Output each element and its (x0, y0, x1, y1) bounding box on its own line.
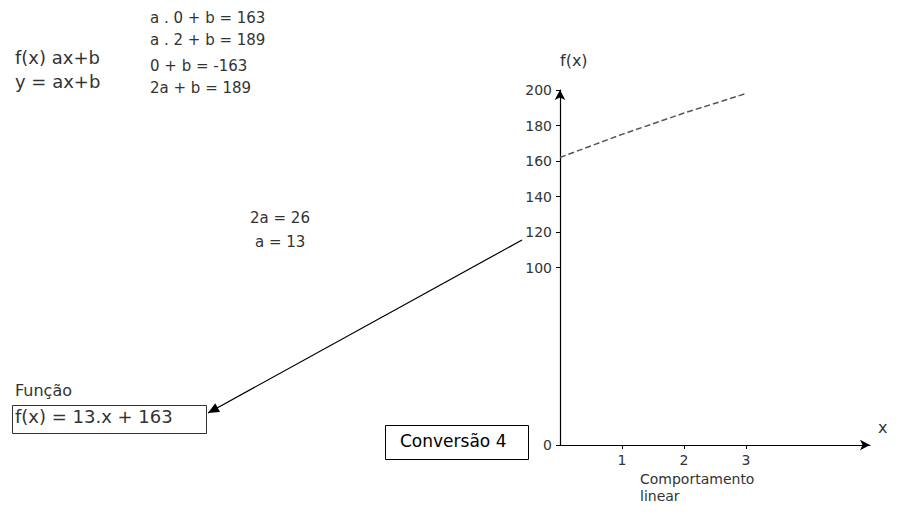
svg-text:0 + b = -163: 0 + b = -163 (150, 57, 247, 75)
svg-text:a = 13: a = 13 (255, 233, 305, 251)
svg-text:y = ax+b: y = ax+b (15, 71, 100, 92)
svg-text:f(x) ax+b: f(x) ax+b (15, 47, 100, 68)
svg-text:140: 140 (525, 189, 552, 205)
svg-text:Conversão 4: Conversão 4 (400, 431, 506, 451)
svg-text:linear: linear (640, 488, 680, 504)
svg-text:160: 160 (525, 153, 552, 169)
svg-text:f(x) = 13.x + 163: f(x) = 13.x + 163 (15, 406, 173, 427)
svg-text:100: 100 (525, 260, 552, 276)
svg-text:200: 200 (525, 82, 552, 98)
svg-text:Função: Função (15, 381, 72, 400)
svg-text:0: 0 (543, 437, 552, 453)
svg-text:f(x): f(x) (560, 51, 588, 70)
svg-text:120: 120 (525, 224, 552, 240)
svg-text:x: x (878, 418, 887, 437)
svg-text:1: 1 (618, 452, 627, 468)
svg-text:a . 2 + b = 189: a . 2 + b = 189 (150, 31, 265, 49)
svg-text:2a + b = 189: 2a + b = 189 (150, 79, 251, 97)
svg-text:3: 3 (742, 452, 751, 468)
svg-text:2a = 26: 2a = 26 (250, 209, 310, 227)
svg-text:Comportamento: Comportamento (640, 471, 759, 487)
svg-text:180: 180 (525, 118, 552, 134)
svg-text:2: 2 (680, 452, 689, 468)
svg-text:a . 0 + b = 163: a . 0 + b = 163 (150, 9, 265, 27)
